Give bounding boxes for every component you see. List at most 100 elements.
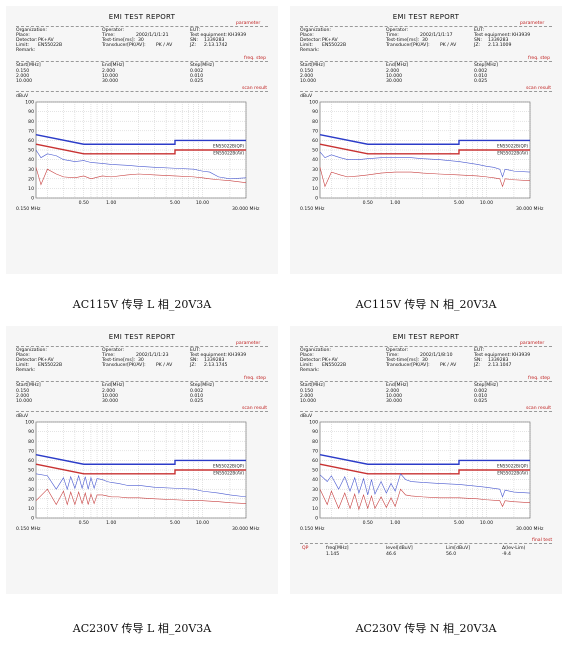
section-divider	[300, 26, 552, 27]
measurement-trace-peak	[319, 151, 531, 178]
y-tick-label: 80	[28, 439, 34, 445]
freq-start-0: 0.150	[300, 69, 314, 74]
x-tick-label: 1.00	[106, 520, 116, 526]
label-remark: Remark:	[300, 48, 320, 53]
y-tick-label: 100	[25, 100, 34, 106]
y-tick-label: 40	[312, 157, 318, 163]
report-title: EMI TEST REPORT	[108, 13, 176, 21]
value-time: 2002/1/1/8:10	[420, 353, 453, 358]
label-testtime: Test-time[ms]:	[102, 358, 136, 363]
value-testtime: 30	[138, 358, 144, 363]
legend-label: EN55022B(QP)	[497, 463, 528, 468]
freq-end-1: 10.000	[102, 394, 119, 399]
value-limit: EN55022B	[322, 43, 347, 48]
value-detector: PK+AV	[38, 358, 54, 363]
measurement-trace-average	[35, 488, 247, 506]
label-limit: Limit:	[300, 43, 313, 48]
freq-start-1: 2.000	[300, 74, 314, 79]
x-label-right: 30.000 MHz	[516, 527, 544, 532]
x-tick-label: 1.00	[106, 200, 116, 206]
freq-step-2: 0.025	[474, 79, 488, 84]
y-tick-label: 20	[312, 496, 318, 502]
x-label-right: 30.000 MHz	[232, 527, 260, 532]
freq-step-1: 0.010	[190, 394, 204, 399]
label-start: Start[MHz]	[300, 383, 325, 388]
report-title: EMI TEST REPORT	[108, 333, 176, 341]
label-detector: Detector:	[300, 38, 322, 43]
value-jz: 2.13.1047	[488, 363, 512, 368]
section-divider	[300, 411, 552, 412]
value-sn: 1339283	[488, 38, 509, 43]
label-time: Time:	[386, 353, 399, 358]
label-organization: Organization:	[16, 348, 47, 353]
label-sn: SN:	[474, 38, 482, 43]
freq-step-1: 0.010	[474, 74, 488, 79]
final-header-2: Lim[dBuV]	[446, 546, 471, 551]
label-step: Step[MHz]	[474, 63, 498, 68]
label-time: Time:	[102, 33, 115, 38]
label-eut: EUT:	[474, 28, 485, 33]
measurement-trace-peak	[35, 473, 247, 498]
y-tick-label: 0	[315, 516, 318, 522]
section-freq: freq. step	[528, 376, 551, 381]
emi-chart-4: 0 10 20 30 40 50 60 70 80 90 100 0.50 1.00 5.00 10.00 E…	[309, 420, 531, 526]
y-tick-label: 10	[312, 506, 318, 512]
label-step: Step[MHz]	[190, 63, 214, 68]
y-tick-label: 100	[309, 100, 318, 106]
y-tick-label: 20	[28, 496, 34, 502]
legend-label: EN55022B(AV)	[497, 470, 528, 475]
value-limit: EN55022B	[322, 363, 347, 368]
x-label-left: 0.150 MHz	[16, 207, 41, 212]
emi-chart-1: 0 10 20 30 40 50 60 70 80 90 100 0.50 1.00 5.00 10.00 E…	[25, 100, 247, 206]
value-transducer: PK / AV	[156, 363, 173, 368]
y-tick-label: 90	[28, 429, 34, 435]
section-divider	[16, 91, 268, 92]
label-place: Place:	[16, 33, 30, 38]
emi-chart-2: 0 10 20 30 40 50 60 70 80 90 100 0.50 1.00 5.00 10.00 E…	[309, 100, 531, 206]
limit-line-qp	[319, 133, 530, 145]
freq-start-1: 2.000	[300, 394, 314, 399]
freq-end-2: 30.000	[386, 399, 403, 404]
report-panel-2: EMI TEST REPORT parameter Organization: Pla…	[290, 6, 562, 274]
legend-label: EN55022B(AV)	[213, 470, 244, 475]
y-tick-label: 50	[28, 468, 34, 474]
section-final: final test	[532, 538, 553, 543]
y-tick-label: 50	[312, 468, 318, 474]
section-scan: scan result	[242, 86, 268, 91]
y-tick-label: 50	[312, 148, 318, 154]
label-end: End[MHz]	[386, 383, 409, 388]
y-tick-label: 0	[315, 196, 318, 202]
label-start: Start[MHz]	[300, 63, 325, 68]
label-limit: Limit:	[16, 363, 29, 368]
freq-end-2: 30.000	[102, 79, 119, 84]
label-place: Place:	[16, 353, 30, 358]
y-tick-label: 70	[28, 128, 34, 134]
freq-start-1: 2.000	[16, 394, 30, 399]
limit-line-av	[319, 463, 530, 475]
x-tick-label: 5.00	[170, 200, 180, 206]
y-tick-label: 40	[28, 477, 34, 483]
y-tick-label: 30	[312, 487, 318, 493]
measurement-trace-peak	[319, 473, 531, 498]
section-parameter: parameter	[520, 21, 545, 26]
freq-start-0: 0.150	[16, 389, 30, 394]
final-header-0: freq[MHz]	[326, 546, 349, 551]
freq-start-0: 0.150	[300, 389, 314, 394]
section-freq: freq. step	[244, 56, 267, 61]
x-tick-label: 5.00	[454, 520, 464, 526]
legend-label: EN55022B(QP)	[213, 143, 244, 148]
label-sn: SN:	[474, 358, 482, 363]
y-tick-label: 60	[28, 458, 34, 464]
freq-start-2: 10.000	[16, 399, 33, 404]
value-testeq: KH3939	[228, 353, 247, 358]
value-jz: 2.13.1745	[204, 363, 228, 368]
label-time: Time:	[102, 353, 115, 358]
y-tick-label: 20	[28, 176, 34, 182]
x-tick-label: 5.00	[170, 520, 180, 526]
freq-end-0: 2.000	[386, 389, 400, 394]
report-panel-4: EMI TEST REPORT parameter Organization: Pla…	[290, 326, 562, 594]
section-freq: freq. step	[244, 376, 267, 381]
label-eut: EUT:	[474, 348, 485, 353]
label-organization: Organization:	[300, 348, 331, 353]
label-time: Time:	[386, 33, 399, 38]
